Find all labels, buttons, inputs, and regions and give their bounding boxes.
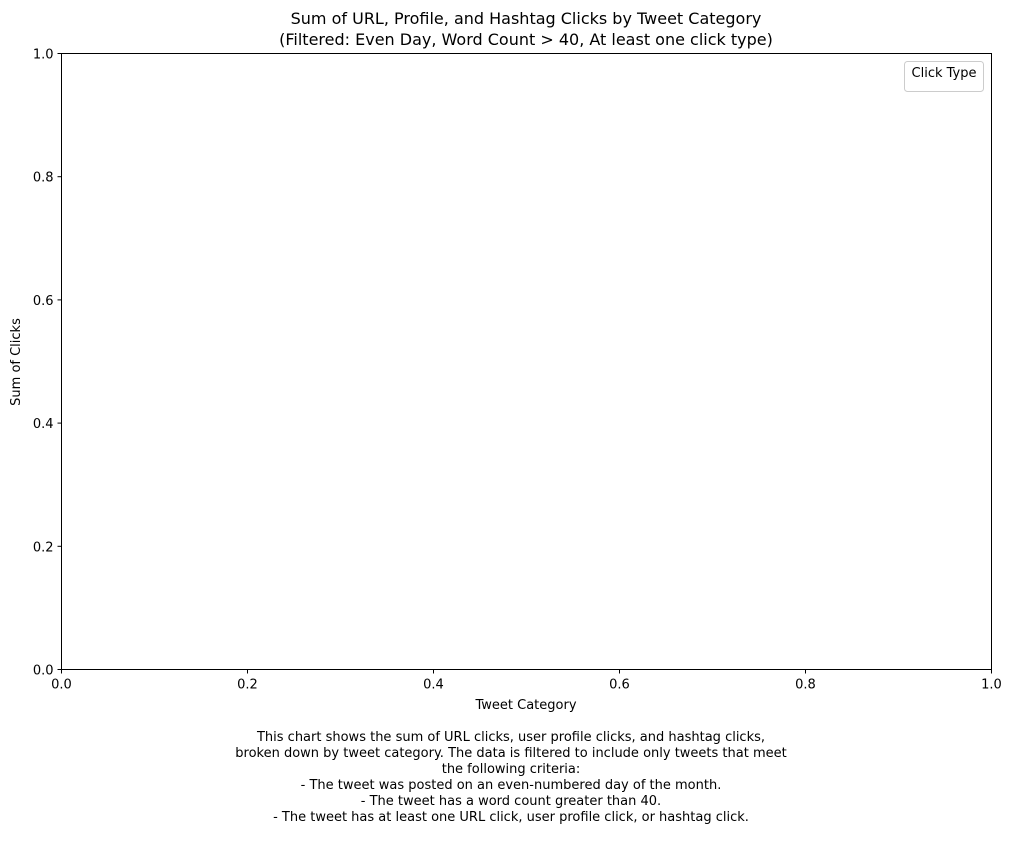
caption-line: - The tweet has at least one URL click, … xyxy=(273,810,749,825)
x-axis-ticks: 0.0 0.2 0.4 0.6 0.8 1.0 xyxy=(51,669,1002,693)
caption-line: broken down by tweet category. The data … xyxy=(235,746,786,761)
y-tick-label: 0.2 xyxy=(33,540,54,555)
x-tick-label: 0.2 xyxy=(237,678,258,693)
y-tick-label: 1.0 xyxy=(33,48,54,63)
chart-caption: This chart shows the sum of URL clicks, … xyxy=(235,730,786,825)
plot-area xyxy=(61,53,992,670)
legend-title: Click Type xyxy=(912,66,977,81)
caption-line: the following criteria: xyxy=(442,762,581,777)
legend: Click Type xyxy=(904,61,984,92)
chart-title-line-1: Sum of URL, Profile, and Hashtag Clicks … xyxy=(291,9,762,28)
y-axis-label: Sum of Clicks xyxy=(9,318,24,406)
legend-box xyxy=(904,61,984,92)
x-axis-label: Tweet Category xyxy=(474,698,576,713)
x-tick-label: 0.0 xyxy=(51,678,72,693)
y-tick-label: 0.8 xyxy=(33,171,54,186)
caption-line: This chart shows the sum of URL clicks, … xyxy=(256,730,765,745)
chart-title-line-2: (Filtered: Even Day, Word Count > 40, At… xyxy=(279,30,773,49)
x-tick-label: 0.4 xyxy=(423,678,444,693)
caption-line: - The tweet was posted on an even-number… xyxy=(301,778,722,793)
y-axis-ticks: 0.0 0.2 0.4 0.6 0.8 1.0 xyxy=(33,48,62,679)
caption-line: - The tweet has a word count greater tha… xyxy=(361,794,661,809)
x-tick-label: 1.0 xyxy=(981,678,1002,693)
x-tick-label: 0.8 xyxy=(795,678,816,693)
y-tick-label: 0.0 xyxy=(33,664,54,679)
x-tick-label: 0.6 xyxy=(609,678,630,693)
y-tick-label: 0.4 xyxy=(33,417,54,432)
y-tick-label: 0.6 xyxy=(33,294,54,309)
